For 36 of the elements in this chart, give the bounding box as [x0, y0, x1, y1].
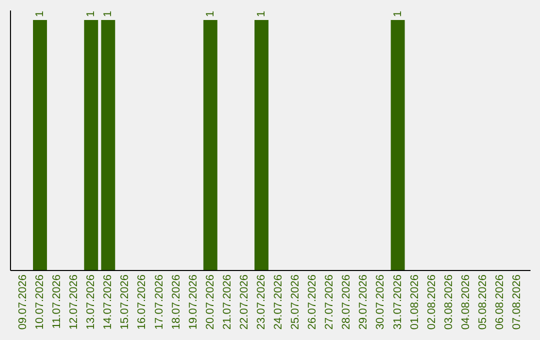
x-tick-label: 22.07.2026: [238, 274, 250, 330]
x-tick-label: 19.07.2026: [187, 274, 200, 330]
x-tick-label: 06.08.2026: [494, 274, 506, 330]
x-tick-label: 04.08.2026: [460, 274, 472, 330]
x-tick-label: 18.07.2026: [170, 274, 182, 330]
data-label: 1: [85, 10, 98, 17]
x-tick-label: 05.08.2026: [476, 274, 489, 330]
data-label: 1: [34, 10, 46, 17]
x-tick-label: 28.07.2026: [340, 274, 353, 330]
x-tick-label: 26.07.2026: [306, 274, 319, 330]
x-tick-label: 12.07.2026: [68, 274, 80, 330]
x-tick-label: 29.07.2026: [358, 274, 370, 330]
x-tick-label: 27.07.2026: [324, 274, 336, 330]
data-label: 1: [392, 10, 404, 17]
x-tick-label: 11.07.2026: [51, 274, 64, 329]
data-label: 1: [102, 10, 114, 17]
data-label: 1: [204, 10, 216, 17]
x-tick-label: 20.07.2026: [204, 274, 216, 330]
x-tick-label: 03.08.2026: [442, 274, 455, 330]
x-tick-label: 24.07.2026: [272, 274, 285, 330]
x-tick-label: 13.07.2026: [85, 274, 98, 330]
x-tick-label: 07.08.2026: [511, 274, 524, 330]
x-tick-label: 16.07.2026: [136, 274, 148, 330]
x-tick-label: 14.07.2026: [102, 274, 114, 330]
x-tick-label: 30.07.2026: [374, 274, 387, 330]
x-tick-label: 01.08.2026: [408, 274, 421, 330]
x-tick-label: 02.08.2026: [426, 274, 438, 330]
data-label: 1: [255, 10, 268, 17]
x-tick-label: 10.07.2026: [34, 274, 46, 330]
x-tick-label: 09.07.2026: [16, 274, 29, 330]
x-tick-label: 15.07.2026: [119, 274, 132, 330]
x-tick-label: 17.07.2026: [153, 274, 166, 330]
x-tick-label: 23.07.2026: [255, 274, 268, 330]
x-tick-label: 25.07.2026: [290, 274, 302, 330]
x-tick-label: 31.07.2026: [392, 274, 404, 330]
x-tick-label: 21.07.2026: [221, 274, 234, 330]
